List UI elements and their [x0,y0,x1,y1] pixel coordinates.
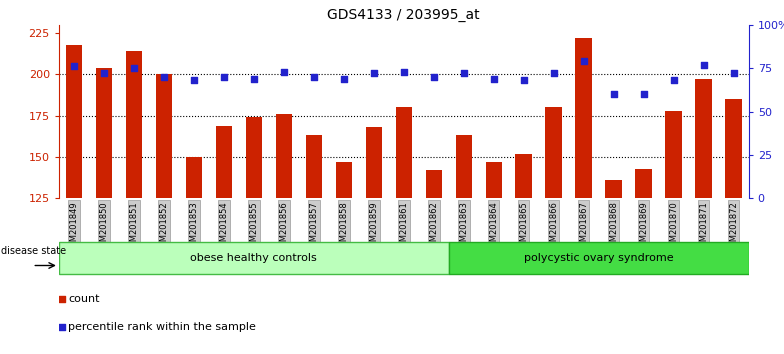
Point [67,64,80,69]
Title: GDS4133 / 203995_at: GDS4133 / 203995_at [328,8,480,22]
Point [56,325,68,330]
Bar [336,162,352,198]
Bar [485,162,502,198]
Bar [666,111,682,198]
Point [97,70,110,76]
Text: count: count [68,294,100,304]
Point [248,76,260,81]
Point [307,74,320,80]
Point [128,65,140,71]
Bar [275,114,292,198]
Bar [695,79,712,198]
Bar [306,136,322,198]
Bar [575,38,592,198]
Point [397,69,410,74]
Point [56,296,68,302]
Point [337,76,350,81]
Bar [516,154,532,198]
Point [368,70,380,76]
Text: percentile rank within the sample: percentile rank within the sample [68,322,256,332]
Point [158,74,170,80]
Point [637,91,650,97]
Point [608,91,620,97]
Point [547,70,560,76]
Point [187,78,200,83]
Bar [395,107,412,198]
Point [728,70,740,76]
Bar [186,157,202,198]
Bar [96,68,112,198]
Point [517,78,530,83]
Text: polycystic ovary syndrome: polycystic ovary syndrome [524,253,673,263]
Point [217,74,230,80]
Point [698,62,710,68]
Text: disease state: disease state [1,246,66,256]
Point [667,78,680,83]
Bar [725,99,742,198]
Point [578,58,590,64]
Bar [426,170,442,198]
Bar [365,127,382,198]
Point [458,70,470,76]
Bar [155,74,172,198]
FancyBboxPatch shape [59,242,448,274]
FancyBboxPatch shape [448,242,749,274]
Bar [66,45,82,198]
Bar [605,180,622,198]
Bar [216,126,232,198]
Bar [125,51,142,198]
Point [427,74,440,80]
Bar [245,117,262,198]
Bar [546,107,562,198]
Bar [456,136,472,198]
Text: obese healthy controls: obese healthy controls [191,253,318,263]
Point [488,76,500,81]
Point [278,69,290,74]
Bar [636,169,652,198]
